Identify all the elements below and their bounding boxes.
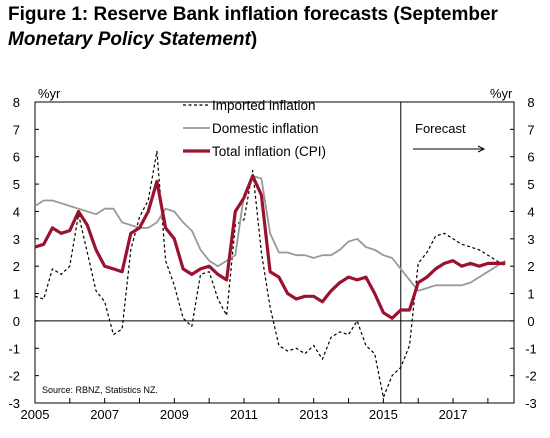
y-tick-label-right: 8 bbox=[527, 95, 534, 110]
title-prefix: Figure 1: Reserve Bank inflation forecas… bbox=[8, 4, 498, 25]
y-tick-label-left: -1 bbox=[8, 341, 20, 356]
series-line-2 bbox=[34, 174, 506, 320]
series-line-0 bbox=[34, 150, 506, 399]
legend-label-0: Imported inflation bbox=[212, 98, 316, 113]
y-tick-label-left: 1 bbox=[13, 287, 20, 302]
y-tick-label-left: 6 bbox=[13, 150, 20, 165]
y-tick-label-right: 4 bbox=[527, 204, 534, 219]
y-tick-label-right: 1 bbox=[527, 287, 534, 302]
legend-label-2: Total inflation (CPI) bbox=[212, 144, 326, 159]
y-tick-label-left: 4 bbox=[13, 204, 20, 219]
x-tick-label: 2011 bbox=[230, 407, 258, 422]
forecast-label: Forecast bbox=[415, 121, 466, 136]
y-tick-label-left: 2 bbox=[13, 259, 20, 274]
y-tick-label-right: 0 bbox=[527, 314, 534, 329]
y-tick-label-left: 7 bbox=[13, 122, 20, 137]
plot-frame bbox=[34, 101, 515, 404]
series-line-1 bbox=[34, 174, 506, 292]
y-tick-label-right: 7 bbox=[527, 122, 534, 137]
x-tick-label: 2015 bbox=[369, 407, 398, 422]
title-suffix: ) bbox=[250, 29, 258, 50]
forecast-arrowhead bbox=[477, 145, 486, 153]
y-tick-label-right: -2 bbox=[525, 369, 537, 384]
y-unit-left: %yr bbox=[38, 86, 61, 101]
x-tick-label: 2005 bbox=[21, 407, 50, 422]
y-tick-label-right: 5 bbox=[527, 177, 534, 192]
y-tick-label-left: 5 bbox=[13, 177, 20, 192]
y-tick-label-right: -1 bbox=[525, 341, 537, 356]
y-tick-label-right: -3 bbox=[525, 396, 537, 411]
source-note: Source: RBNZ, Statistics NZ. bbox=[42, 385, 158, 395]
x-tick-label: 2007 bbox=[90, 407, 119, 422]
x-tick-label: 2009 bbox=[160, 407, 189, 422]
x-tick-label: 2017 bbox=[439, 407, 468, 422]
y-unit-right: %yr bbox=[490, 86, 513, 101]
y-tick-label-left: 3 bbox=[13, 232, 20, 247]
y-tick-label-left: -3 bbox=[8, 396, 20, 411]
title-italic: Monetary Policy Statement bbox=[8, 29, 251, 50]
legend-label-1: Domestic inflation bbox=[212, 121, 319, 136]
y-tick-label-left: 8 bbox=[13, 95, 20, 110]
y-tick-label-right: 6 bbox=[527, 150, 534, 165]
x-tick-label: 2013 bbox=[299, 407, 328, 422]
y-tick-label-left: 0 bbox=[13, 314, 20, 329]
y-tick-label-right: 3 bbox=[527, 232, 534, 247]
y-tick-label-right: 2 bbox=[527, 259, 534, 274]
y-tick-label-left: -2 bbox=[8, 369, 20, 384]
chart-title: Figure 1: Reserve Bank inflation forecas… bbox=[8, 2, 498, 52]
